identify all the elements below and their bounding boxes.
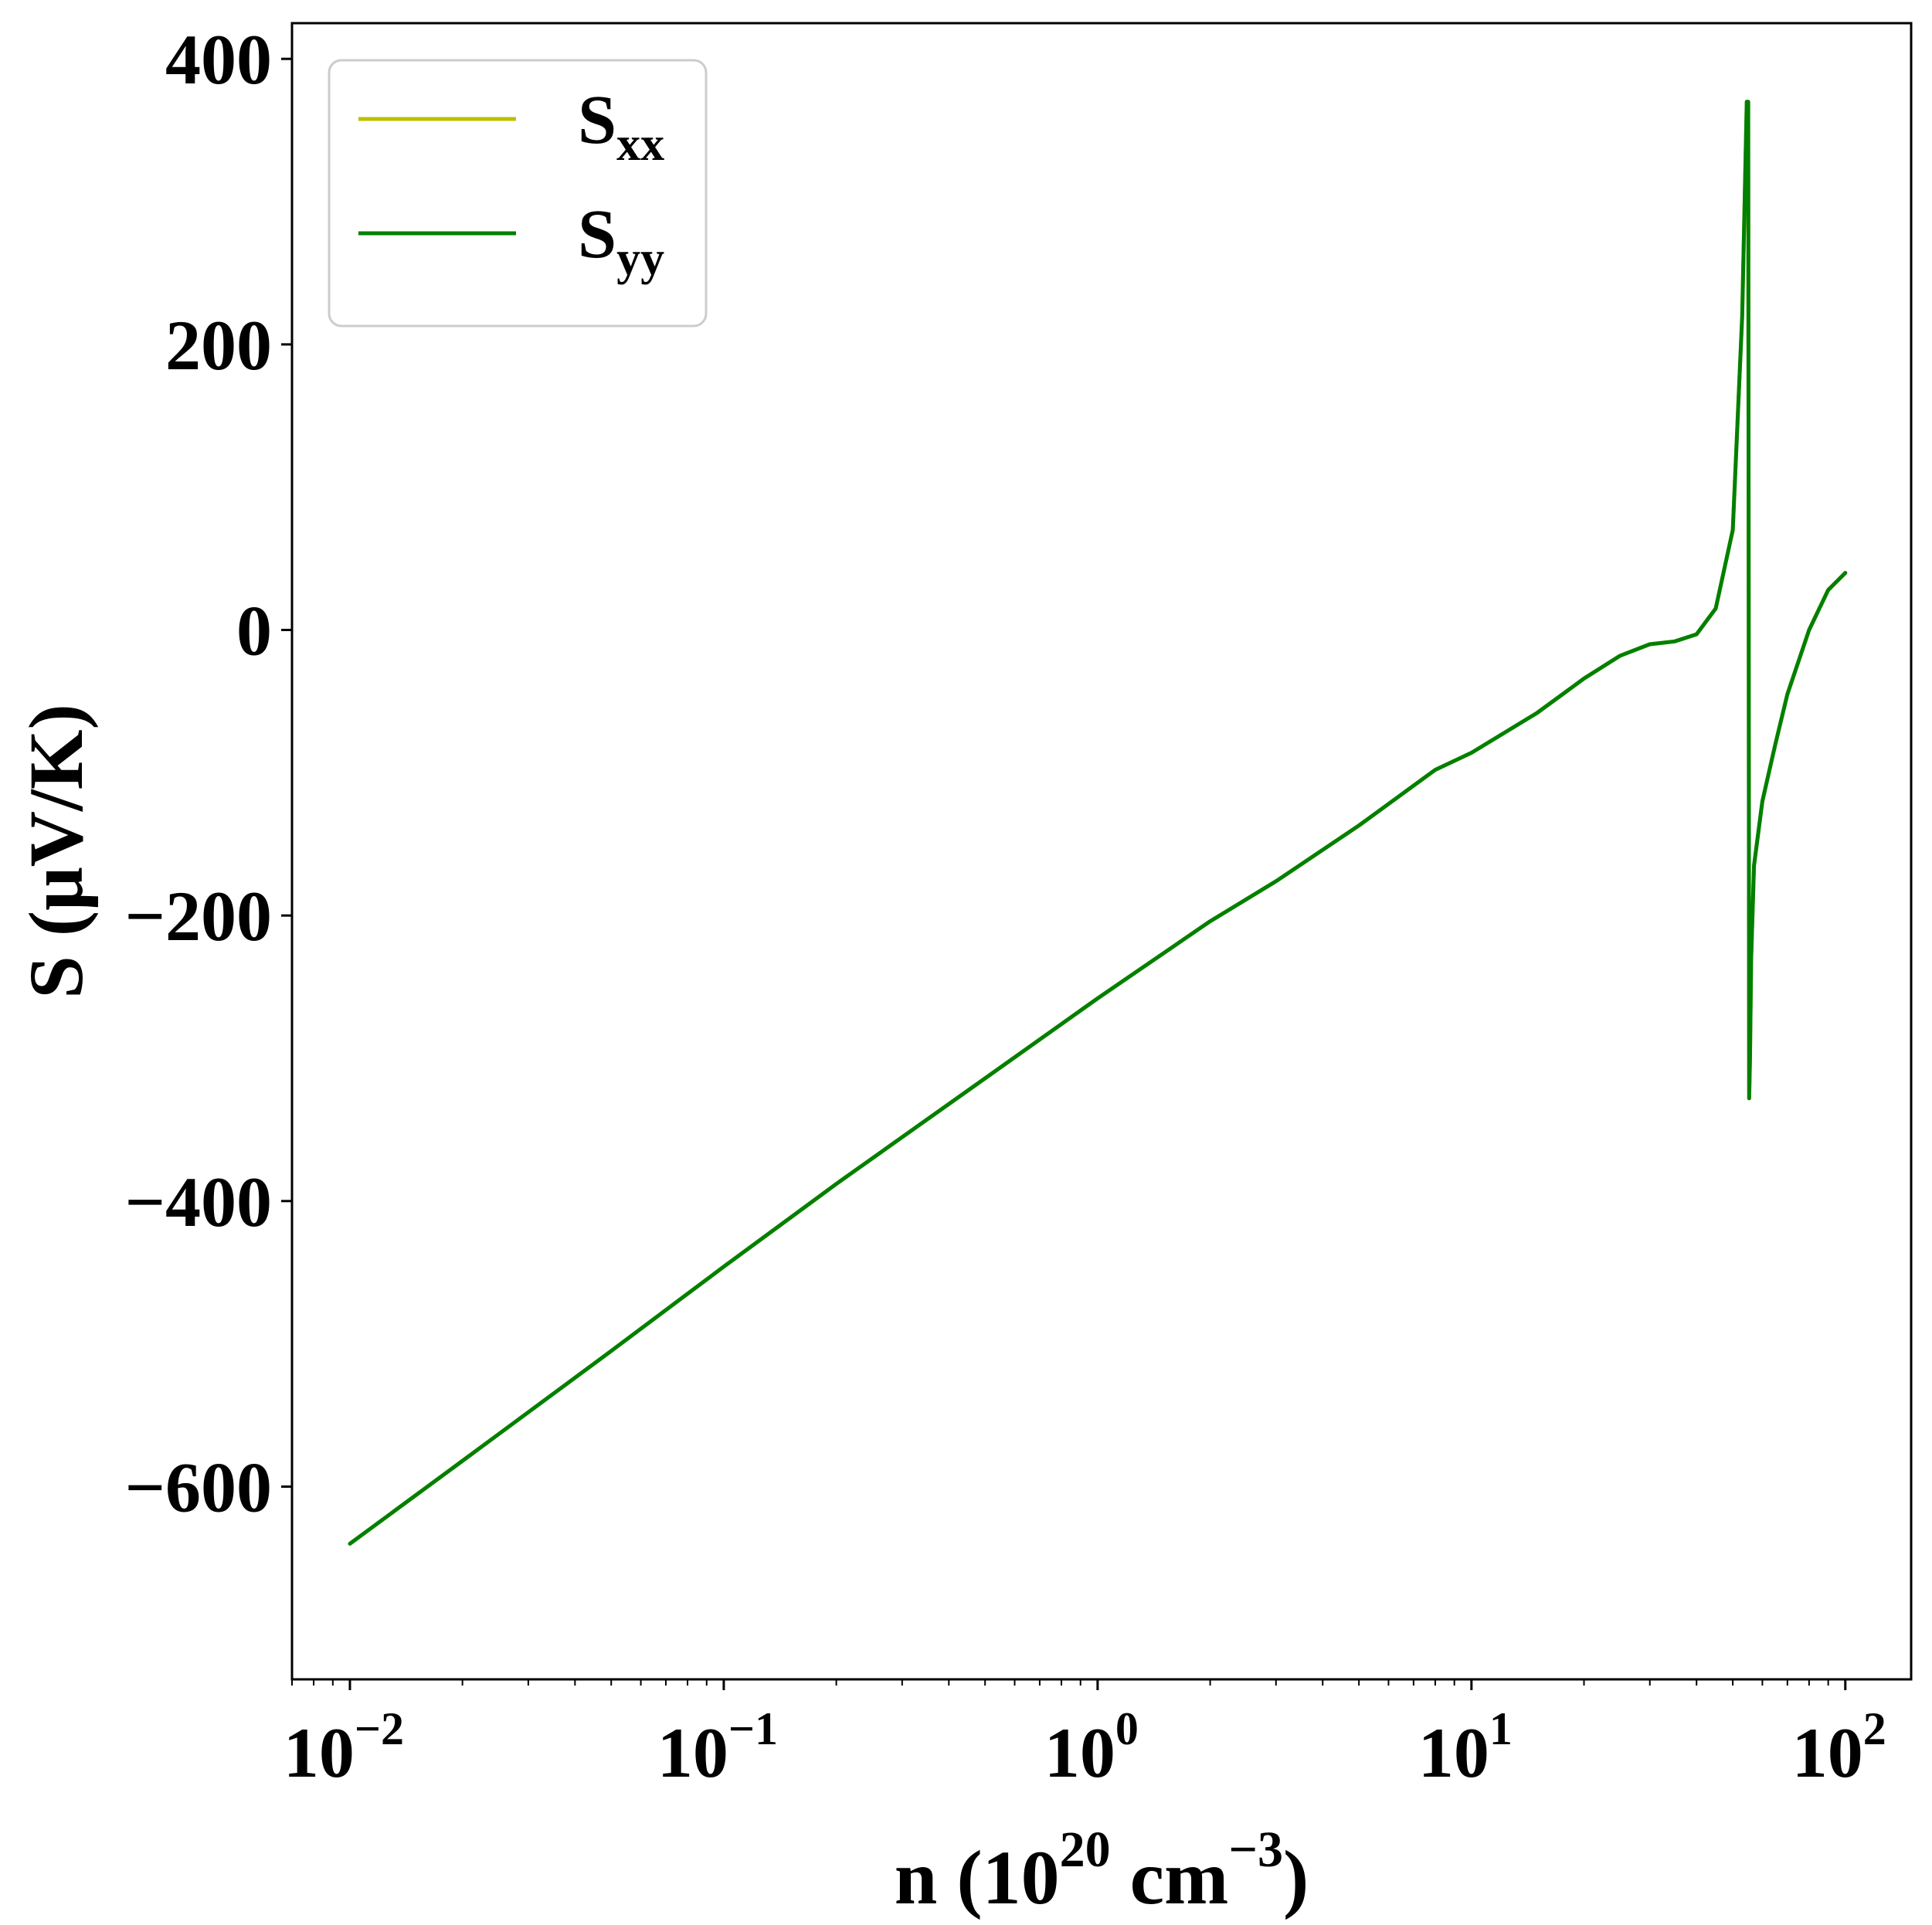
- series-layer: [348, 100, 1848, 1546]
- y-tick-label: 200: [165, 306, 272, 385]
- x-axis: 10−2 10−1 100 101 102: [284, 1679, 1886, 1792]
- legend-label-sxx: Sxx: [578, 82, 664, 171]
- legend-label-syy: Syy: [578, 196, 664, 285]
- legend: Sxx Syy: [328, 59, 708, 328]
- x-tick-label: 101: [1418, 1703, 1513, 1792]
- y-axis: 400 200 0 −200 −400 −600: [125, 20, 292, 1526]
- y-tick-label: 400: [165, 20, 272, 99]
- y-axis-label: S (μV/K): [13, 704, 99, 999]
- x-axis-label: n (1020 cm−3): [895, 1821, 1309, 1920]
- series-line-syy: [348, 100, 1848, 1546]
- x-tick-label: 100: [1044, 1703, 1139, 1792]
- y-tick-label: 0: [236, 592, 272, 671]
- y-tick-label: −200: [125, 877, 272, 956]
- x-tick-label: 10−2: [284, 1703, 404, 1792]
- y-tick-label: −400: [125, 1163, 272, 1241]
- plot-frame: [290, 22, 1913, 1681]
- y-tick-label: −600: [125, 1448, 272, 1526]
- x-tick-label: 102: [1792, 1703, 1886, 1792]
- legend-box: [328, 59, 708, 328]
- x-tick-label: 10−1: [657, 1703, 778, 1792]
